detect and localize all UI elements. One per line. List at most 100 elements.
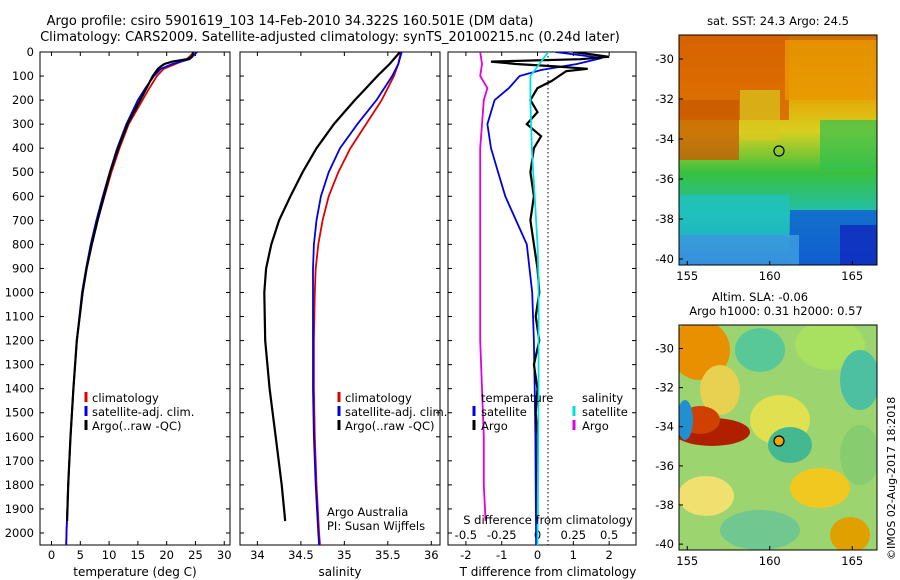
- legend-label-satellite-adj: satellite-adj. clim.: [345, 405, 447, 419]
- lat-tick-label: -40: [655, 252, 674, 266]
- t-difference-label: T difference from climatology: [459, 565, 637, 579]
- depth-tick-label: 1500: [5, 406, 34, 420]
- depth-tick-label: 1700: [5, 454, 34, 468]
- imos-credit: ©IMOS 02-Aug-2017 18:2018: [885, 397, 898, 560]
- t-tick-label: -2: [460, 548, 471, 562]
- sla-profile-marker: [773, 435, 785, 447]
- legend-label-sat-t: satellite: [481, 405, 527, 419]
- depth-tick-label: 900: [12, 261, 34, 275]
- lat-tick-label: -32: [655, 92, 674, 106]
- legend-title-temperature: temperature: [481, 391, 553, 405]
- sla-map-frame: [678, 324, 878, 551]
- legend-label-argo-s: Argo: [582, 419, 609, 433]
- sla-map-title-line2: Argo h1000: 0.31 h2000: 0.57: [689, 304, 862, 318]
- x-tick-label: 34: [250, 548, 265, 562]
- sst-heatmap: [679, 35, 877, 265]
- difference-axes-frame: [447, 51, 637, 546]
- sla-map-panel: Altim. SLA: -0.06 Argo h1000: 0.31 h2000…: [655, 290, 878, 568]
- lon-tick-label: 160: [759, 554, 781, 568]
- sst-map-panel: sat. SST: 24.3 Argo: 24.5 155 160 165 -30 -3…: [655, 14, 878, 283]
- lat-tick-label: -36: [655, 172, 674, 186]
- lat-tick-label: -38: [655, 498, 674, 512]
- x-tick-label: 36: [424, 548, 439, 562]
- profile-line-satellite: [486, 52, 603, 545]
- depth-tick-label: 1000: [5, 285, 34, 299]
- sst-map-title: sat. SST: 24.3 Argo: 24.5: [707, 14, 849, 28]
- depth-tick-label: 200: [12, 93, 34, 107]
- figure-title-line1: Argo profile: csiro 5901619_103 14-Feb-2…: [47, 14, 534, 29]
- t-tick-label: 0: [534, 548, 541, 562]
- credit-line2: PI: Susan Wijffels: [327, 519, 425, 533]
- depth-tick-label: 1200: [5, 334, 34, 348]
- sst-map-frame: [678, 34, 878, 266]
- t-tick-label: -1: [496, 548, 507, 562]
- lat-tick-label: -32: [655, 381, 674, 395]
- salinity-axis: 34 34.5 35 35.5 36: [250, 52, 439, 562]
- legend-label-satellite-adj: satellite-adj. clim.: [92, 405, 194, 419]
- lon-tick-label: 165: [841, 269, 863, 283]
- depth-tick-label: 500: [12, 165, 34, 179]
- legend-label-argo: Argo(..raw -QC): [92, 419, 182, 433]
- temperature-axis: 0 5 10 15 20 25 30: [48, 52, 232, 562]
- temperature-legend: climatology satellite-adj. clim. Argo(..…: [84, 391, 194, 433]
- lat-tick-label: -30: [655, 341, 674, 355]
- x-tick-label: 5: [77, 548, 84, 562]
- difference-profiles: [479, 52, 610, 545]
- depth-tick-label: 1900: [5, 502, 34, 516]
- profile-line-argo: [479, 52, 489, 522]
- legend-label-argo-t: Argo: [481, 419, 508, 433]
- lat-tick-label: -34: [655, 420, 674, 434]
- depth-tick-label: 0: [27, 45, 34, 59]
- lat-tick-label: -30: [655, 52, 674, 66]
- depth-tick-label: 1100: [5, 310, 34, 324]
- sst-map-axes: 155 160 165 -30 -32 -34 -36 -38 -40: [655, 52, 863, 283]
- profile-line-satellite-adj-clim-: [312, 52, 403, 545]
- difference-axes: -2 -1 0 1 2-0.5 -0.25 0 0.25 0.5: [455, 52, 618, 562]
- legend-label-argo: Argo(..raw -QC): [345, 419, 435, 433]
- x-tick-label: 30: [217, 548, 232, 562]
- depth-tick-label: 300: [12, 117, 34, 131]
- lat-tick-label: -38: [655, 212, 674, 226]
- s-tick-label: -0.25: [487, 528, 517, 542]
- sla-map-axes: 155 160 165 -30 -32 -34 -36 -38 -40: [655, 341, 863, 568]
- temperature-panel: 0100200300400500600700800900100011001200…: [5, 45, 636, 579]
- profile-line-argo-raw-qc-: [66, 52, 195, 522]
- profile-line-satellite-adj-clim-: [65, 52, 198, 545]
- legend-label-climatology: climatology: [345, 391, 412, 405]
- temperature-axes-frame: [39, 51, 231, 546]
- lat-tick-label: -36: [655, 459, 674, 473]
- lat-tick-label: -40: [655, 537, 674, 551]
- legend-label-climatology: climatology: [92, 391, 159, 405]
- t-tick-label: 2: [605, 548, 612, 562]
- depth-tick-label: 1800: [5, 478, 34, 492]
- depth-tick-label: 600: [12, 189, 34, 203]
- profile-line-argo-raw-qc-: [263, 52, 401, 522]
- depth-tick-label: 800: [12, 237, 34, 251]
- depth-axis: 0 100 200 300 400 500 600 700 800 900 1000 1100 1200…: [5, 45, 636, 540]
- salinity-legend: climatology satellite-adj. clim. Argo(..…: [337, 391, 447, 433]
- figure-title-line2: Climatology: CARS2009. Satellite-adjuste…: [40, 30, 620, 45]
- s-tick-label: -0.5: [455, 528, 477, 542]
- depth-tick-label: 1600: [5, 430, 34, 444]
- salinity-axes-frame: [239, 51, 441, 546]
- salinity-xlabel: salinity: [318, 565, 361, 579]
- x-tick-label: 15: [131, 548, 146, 562]
- temperature-profiles: [65, 52, 198, 545]
- temperature-xlabel: temperature (deg C): [73, 565, 196, 579]
- t-tick-label: 1: [570, 548, 577, 562]
- sst-profile-marker: [773, 145, 785, 157]
- profile-line-climatology: [312, 52, 402, 545]
- lon-tick-label: 165: [841, 554, 863, 568]
- x-tick-label: 10: [102, 548, 117, 562]
- x-tick-label: 25: [188, 548, 203, 562]
- depth-tick-label: 400: [12, 141, 34, 155]
- x-tick-label: 34.5: [288, 548, 314, 562]
- lon-tick-label: 155: [676, 269, 698, 283]
- x-tick-label: 35: [337, 548, 352, 562]
- lat-tick-label: -34: [655, 132, 674, 146]
- legend-title-salinity: salinity: [582, 391, 623, 405]
- difference-legend: temperature salinity satellite Argo sate…: [472, 391, 628, 433]
- depth-tick-label: 1300: [5, 358, 34, 372]
- s-difference-label: S difference from climatology: [463, 513, 633, 527]
- x-tick-label: 0: [48, 548, 55, 562]
